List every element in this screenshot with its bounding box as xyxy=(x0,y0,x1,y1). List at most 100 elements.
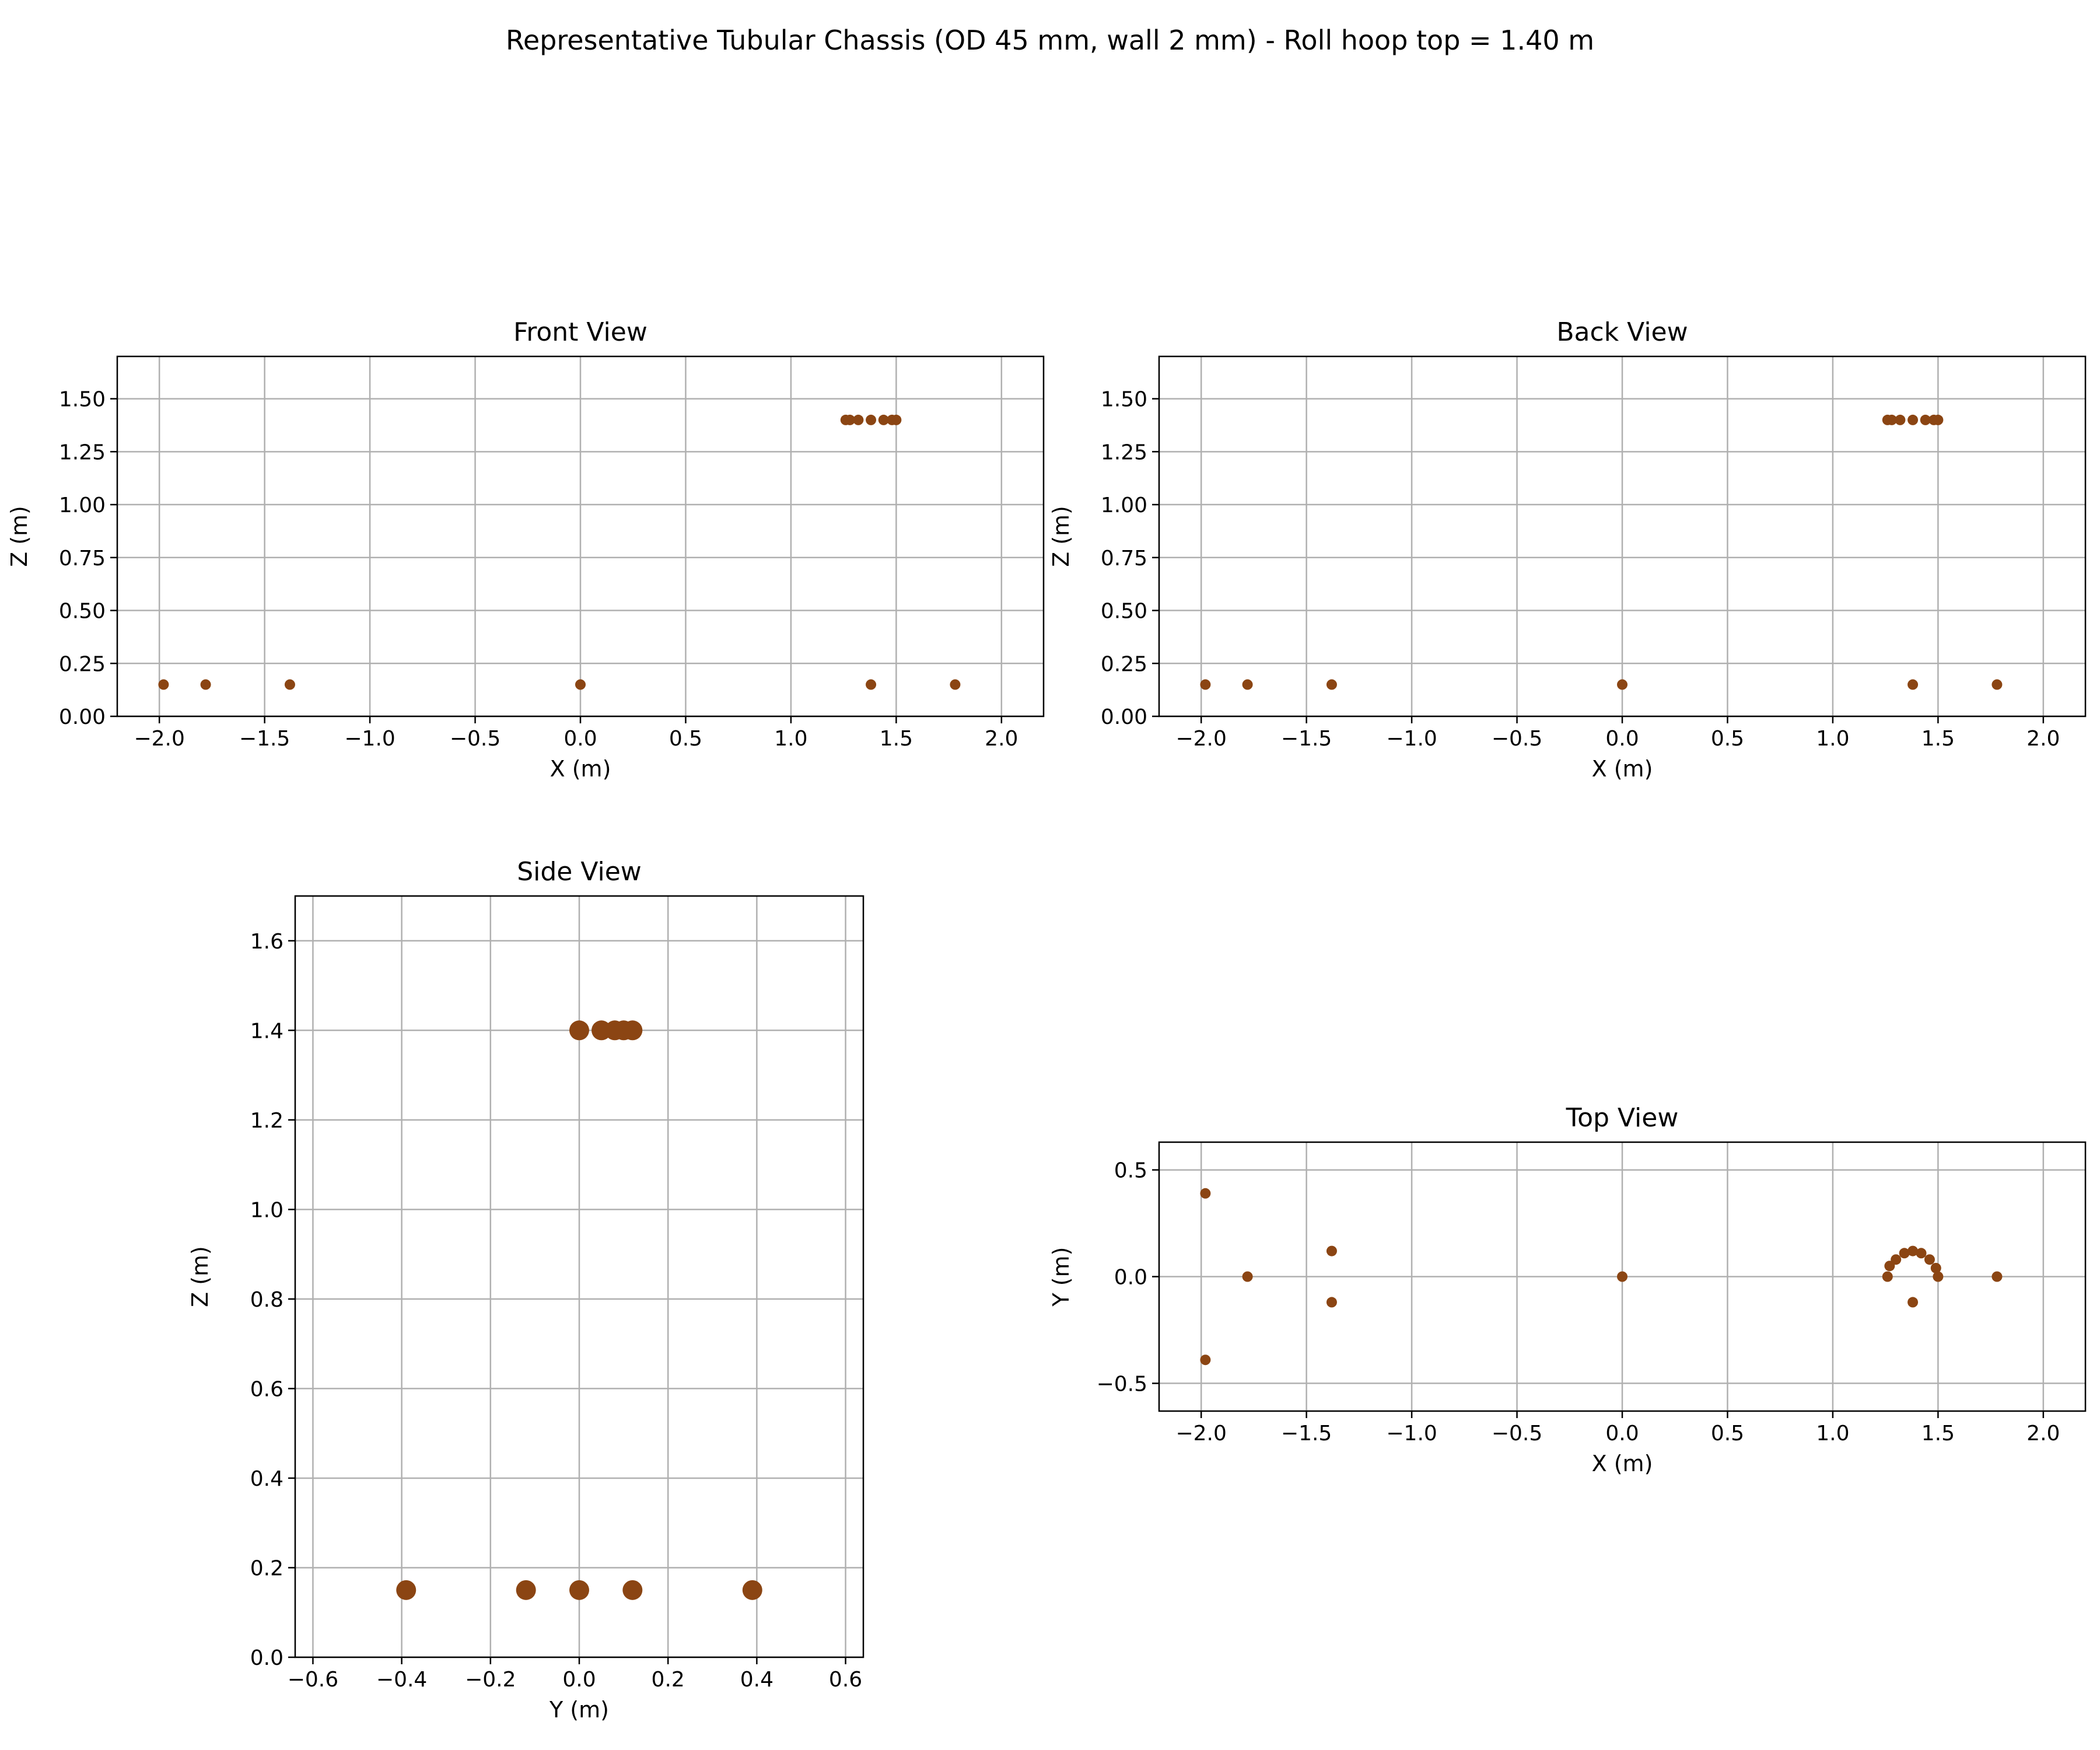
y-tick-label: 0.8 xyxy=(250,1288,284,1312)
y-axis-label: Y (m) xyxy=(1048,1247,1074,1307)
x-tick-label: 1.0 xyxy=(1816,1422,1849,1446)
data-point xyxy=(1242,679,1253,690)
x-tick-label: 1.0 xyxy=(774,727,807,751)
x-tick-label: −0.5 xyxy=(1492,727,1542,751)
data-point xyxy=(866,414,877,425)
x-axis-label: X (m) xyxy=(1592,756,1653,782)
y-tick-label: 0.75 xyxy=(59,547,106,570)
y-tick-label: 0.2 xyxy=(250,1556,284,1580)
figure-title: Representative Tubular Chassis (OD 45 mm… xyxy=(505,24,1595,56)
data-point xyxy=(1886,414,1897,425)
x-tick-label: −0.6 xyxy=(288,1668,338,1692)
y-tick-label: 1.00 xyxy=(1101,494,1147,517)
x-tick-label: −1.5 xyxy=(1281,727,1332,751)
y-tick-label: 1.50 xyxy=(1101,388,1147,412)
x-tick-label: −0.5 xyxy=(450,727,501,751)
x-tick-label: 0.5 xyxy=(669,727,702,751)
y-tick-label: 1.6 xyxy=(250,930,284,954)
y-tick-label: 1.50 xyxy=(59,388,106,412)
x-tick-label: −2.0 xyxy=(134,727,184,751)
x-tick-label: 0.5 xyxy=(1711,1422,1744,1446)
data-point xyxy=(569,1020,589,1041)
data-point xyxy=(1200,679,1211,690)
data-point xyxy=(1326,1245,1337,1256)
data-point xyxy=(1916,1248,1927,1259)
y-tick-label: 1.0 xyxy=(250,1198,284,1222)
top-view-chart: −2.0 −1.5 −1.0 −0.5 0.0 0.5 1.0 1.5 2.0 −0.5 0.0 0.… xyxy=(1048,1103,2087,1476)
x-tick-label: 0.0 xyxy=(1605,1422,1639,1446)
y-tick-label: 0.4 xyxy=(250,1467,284,1491)
side-view-title: Side View xyxy=(517,857,642,887)
x-tick-label: −1.0 xyxy=(1386,1422,1437,1446)
data-point xyxy=(853,414,864,425)
x-tick-label: 0.0 xyxy=(1605,727,1639,751)
y-tick-label: 1.4 xyxy=(250,1019,284,1043)
x-tick-label: 1.0 xyxy=(1816,727,1849,751)
top-view-title: Top View xyxy=(1566,1103,1679,1133)
side-view-chart: −0.6 −0.4 −0.2 0.0 0.2 0.4 0.6 0.0 0.2 0.4 0.6 0.8 1… xyxy=(187,857,864,1723)
x-tick-label: −1.5 xyxy=(239,727,290,751)
x-axis-label: X (m) xyxy=(1592,1451,1653,1476)
x-tick-label: 0.0 xyxy=(564,727,597,751)
x-tick-label: 1.5 xyxy=(880,727,913,751)
data-point xyxy=(1933,1271,1944,1282)
y-tick-label: 1.25 xyxy=(59,440,106,464)
back-view-title: Back View xyxy=(1556,317,1688,347)
data-point xyxy=(396,1580,416,1600)
x-tick-label: 0.4 xyxy=(740,1668,774,1692)
data-point xyxy=(1891,1254,1902,1265)
x-axis-label: X (m) xyxy=(550,756,611,782)
y-tick-label: 0.0 xyxy=(1114,1266,1147,1290)
data-point xyxy=(1884,1261,1895,1272)
y-tick-label: 1.00 xyxy=(59,494,106,517)
x-tick-label: −1.0 xyxy=(344,727,395,751)
data-point xyxy=(1200,1354,1211,1366)
data-point xyxy=(866,679,877,690)
data-point xyxy=(742,1580,762,1600)
y-tick-label: 0.50 xyxy=(59,600,106,624)
front-view-title: Front View xyxy=(513,317,648,347)
y-tick-label: 0.0 xyxy=(250,1646,284,1670)
data-point xyxy=(878,414,889,425)
back-view-chart: −2.0 −1.5 −1.0 −0.5 0.0 0.5 1.0 1.5 2.0 0.00 0.25 0… xyxy=(1048,317,2087,782)
x-tick-label: −2.0 xyxy=(1175,727,1226,751)
data-point xyxy=(1908,414,1919,425)
x-tick-label: −2.0 xyxy=(1175,1422,1226,1446)
y-axis-label: Z (m) xyxy=(6,506,32,567)
y-tick-label: 0.50 xyxy=(1101,600,1147,624)
data-point xyxy=(1924,1254,1935,1265)
y-tick-label: 0.00 xyxy=(1101,705,1147,729)
y-tick-label: 1.25 xyxy=(1101,440,1147,464)
data-point xyxy=(891,414,902,425)
data-point xyxy=(1326,679,1337,690)
y-tick-label: −0.5 xyxy=(1097,1372,1147,1396)
data-point xyxy=(1992,679,2003,690)
x-tick-label: 2.0 xyxy=(2027,1422,2060,1446)
x-tick-label: −0.4 xyxy=(376,1668,427,1692)
data-point xyxy=(1242,1271,1253,1282)
x-tick-label: −0.2 xyxy=(465,1668,516,1692)
x-tick-label: 0.2 xyxy=(652,1668,685,1692)
data-point xyxy=(575,679,586,690)
data-point xyxy=(844,414,855,425)
data-point xyxy=(569,1580,589,1600)
y-tick-label: 0.75 xyxy=(1101,547,1147,570)
data-point xyxy=(1617,1271,1628,1282)
data-point xyxy=(1920,414,1931,425)
x-tick-label: 2.0 xyxy=(2027,727,2060,751)
data-point xyxy=(1326,1297,1337,1308)
y-tick-label: 1.2 xyxy=(250,1109,284,1133)
y-tick-label: 0.5 xyxy=(1114,1159,1147,1183)
data-point xyxy=(1908,679,1919,690)
data-point xyxy=(950,679,961,690)
data-point xyxy=(1895,414,1906,425)
x-axis-label: Y (m) xyxy=(549,1697,609,1723)
data-point xyxy=(1617,679,1628,690)
data-point xyxy=(1933,414,1944,425)
data-point xyxy=(1992,1271,2003,1282)
x-tick-label: 2.0 xyxy=(985,727,1018,751)
x-tick-label: −1.0 xyxy=(1386,727,1437,751)
data-point xyxy=(516,1580,536,1600)
y-axis-label: Z (m) xyxy=(1048,506,1074,567)
